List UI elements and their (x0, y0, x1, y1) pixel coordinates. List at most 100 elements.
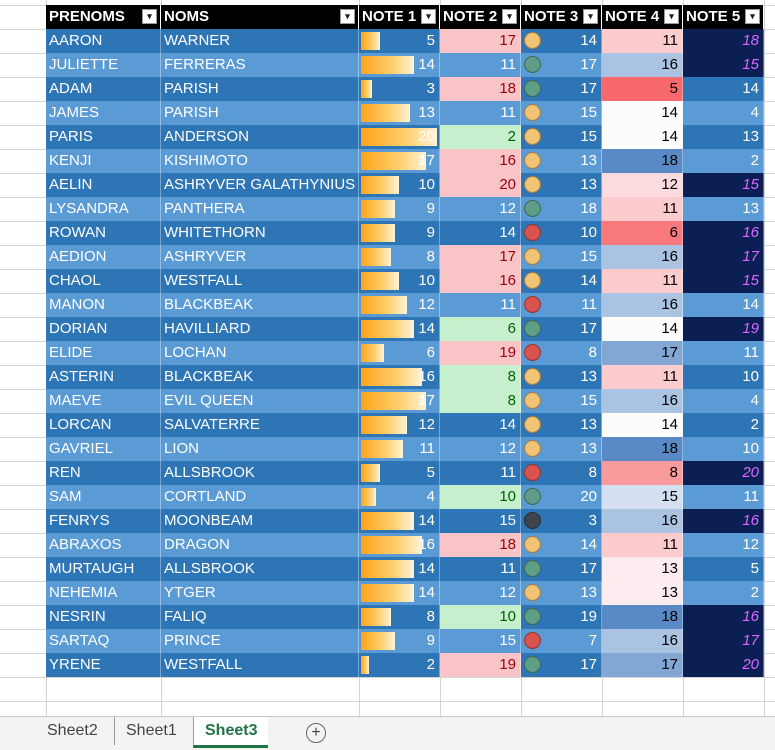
note5-cell[interactable]: 13 (683, 197, 764, 221)
note3-cell[interactable]: 17 (521, 53, 602, 77)
note5-cell[interactable]: 2 (683, 413, 764, 437)
note1-cell[interactable]: 6 (359, 341, 440, 365)
note1-cell[interactable]: 9 (359, 197, 440, 221)
nom-cell[interactable]: BLACKBEAK (161, 293, 359, 317)
note3-cell[interactable]: 13 (521, 173, 602, 197)
note5-cell[interactable]: 4 (683, 101, 764, 125)
note4-cell[interactable]: 11 (602, 269, 683, 293)
note5-cell[interactable]: 2 (683, 581, 764, 605)
prenom-cell[interactable]: MANON (46, 293, 161, 317)
note3-cell[interactable]: 13 (521, 581, 602, 605)
note4-cell[interactable]: 18 (602, 437, 683, 461)
note5-cell[interactable]: 5 (683, 557, 764, 581)
note5-cell[interactable]: 16 (683, 509, 764, 533)
note4-cell[interactable]: 14 (602, 413, 683, 437)
note5-cell[interactable]: 2 (683, 149, 764, 173)
note2-cell[interactable]: 20 (440, 173, 521, 197)
note4-cell[interactable]: 11 (602, 197, 683, 221)
note5-cell[interactable]: 20 (683, 461, 764, 485)
note2-cell[interactable]: 15 (440, 629, 521, 653)
note4-cell[interactable]: 16 (602, 509, 683, 533)
prenom-cell[interactable]: JAMES (46, 101, 161, 125)
nom-cell[interactable]: LION (161, 437, 359, 461)
note4-cell[interactable]: 8 (602, 461, 683, 485)
note5-cell[interactable]: 14 (683, 293, 764, 317)
note1-cell[interactable]: 16 (359, 533, 440, 557)
note3-cell[interactable]: 17 (521, 77, 602, 101)
note4-cell[interactable]: 16 (602, 245, 683, 269)
note1-cell[interactable]: 8 (359, 245, 440, 269)
note2-cell[interactable]: 16 (440, 269, 521, 293)
note1-cell[interactable]: 14 (359, 557, 440, 581)
nom-cell[interactable]: PARISH (161, 101, 359, 125)
tab-sheet1[interactable]: Sheet1 (114, 717, 188, 745)
filter-dropdown-icon[interactable]: ▾ (340, 9, 355, 24)
note5-cell[interactable]: 4 (683, 389, 764, 413)
note4-cell[interactable]: 17 (602, 653, 683, 677)
note2-cell[interactable]: 6 (440, 317, 521, 341)
note1-cell[interactable]: 10 (359, 269, 440, 293)
note5-cell[interactable]: 11 (683, 341, 764, 365)
note1-cell[interactable]: 9 (359, 629, 440, 653)
prenom-cell[interactable]: SARTAQ (46, 629, 161, 653)
note5-cell[interactable]: 10 (683, 365, 764, 389)
nom-cell[interactable]: HAVILLIARD (161, 317, 359, 341)
nom-cell[interactable]: DRAGON (161, 533, 359, 557)
nom-cell[interactable]: BLACKBEAK (161, 365, 359, 389)
nom-cell[interactable]: ASHRYVER GALATHYNIUS (161, 173, 359, 197)
note3-cell[interactable]: 10 (521, 221, 602, 245)
nom-cell[interactable]: PRINCE (161, 629, 359, 653)
note4-cell[interactable]: 18 (602, 149, 683, 173)
note5-cell[interactable]: 17 (683, 629, 764, 653)
note2-cell[interactable]: 11 (440, 293, 521, 317)
note1-cell[interactable]: 17 (359, 389, 440, 413)
note2-cell[interactable]: 2 (440, 125, 521, 149)
note1-cell[interactable]: 14 (359, 317, 440, 341)
nom-cell[interactable]: LOCHAN (161, 341, 359, 365)
note2-cell[interactable]: 14 (440, 413, 521, 437)
note4-cell[interactable]: 11 (602, 365, 683, 389)
note3-cell[interactable]: 17 (521, 653, 602, 677)
note3-cell[interactable]: 15 (521, 125, 602, 149)
prenom-cell[interactable]: LYSANDRA (46, 197, 161, 221)
note3-cell[interactable]: 14 (521, 533, 602, 557)
note2-cell[interactable]: 12 (440, 197, 521, 221)
note3-cell[interactable]: 8 (521, 341, 602, 365)
prenom-cell[interactable]: JULIETTE (46, 53, 161, 77)
note4-cell[interactable]: 14 (602, 317, 683, 341)
nom-cell[interactable]: ALLSBROOK (161, 557, 359, 581)
note5-cell[interactable]: 16 (683, 605, 764, 629)
note2-cell[interactable]: 11 (440, 53, 521, 77)
note1-cell[interactable]: 12 (359, 293, 440, 317)
filter-dropdown-icon[interactable]: ▾ (421, 9, 436, 24)
note4-cell[interactable]: 14 (602, 101, 683, 125)
note2-cell[interactable]: 16 (440, 149, 521, 173)
note3-cell[interactable]: 3 (521, 509, 602, 533)
note1-cell[interactable]: 9 (359, 221, 440, 245)
column-header[interactable]: PRENOMS ▾ (46, 5, 161, 29)
note2-cell[interactable]: 11 (440, 461, 521, 485)
note1-cell[interactable]: 3 (359, 77, 440, 101)
column-header[interactable]: NOTE 3 ▾ (521, 5, 602, 29)
prenom-cell[interactable]: YRENE (46, 653, 161, 677)
note5-cell[interactable]: 17 (683, 245, 764, 269)
note1-cell[interactable]: 2 (359, 653, 440, 677)
nom-cell[interactable]: ASHRYVER (161, 245, 359, 269)
filter-dropdown-icon[interactable]: ▾ (502, 9, 517, 24)
prenom-cell[interactable]: KENJI (46, 149, 161, 173)
note4-cell[interactable]: 17 (602, 341, 683, 365)
nom-cell[interactable]: EVIL QUEEN (161, 389, 359, 413)
nom-cell[interactable]: SALVATERRE (161, 413, 359, 437)
nom-cell[interactable]: WESTFALL (161, 269, 359, 293)
note2-cell[interactable]: 19 (440, 653, 521, 677)
column-header[interactable]: NOTE 2 ▾ (440, 5, 521, 29)
note2-cell[interactable]: 10 (440, 485, 521, 509)
note3-cell[interactable]: 15 (521, 389, 602, 413)
note3-cell[interactable]: 13 (521, 149, 602, 173)
note1-cell[interactable]: 4 (359, 485, 440, 509)
note1-cell[interactable]: 11 (359, 437, 440, 461)
prenom-cell[interactable]: ELIDE (46, 341, 161, 365)
note4-cell[interactable]: 16 (602, 293, 683, 317)
note5-cell[interactable]: 15 (683, 53, 764, 77)
note3-cell[interactable]: 17 (521, 557, 602, 581)
